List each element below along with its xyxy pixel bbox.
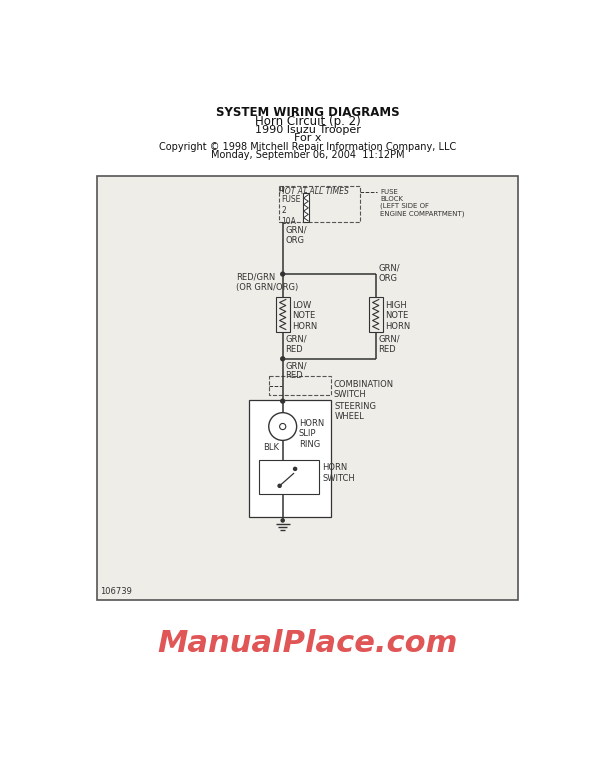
Text: SYSTEM WIRING DIAGRAMS: SYSTEM WIRING DIAGRAMS — [215, 106, 400, 120]
Circle shape — [278, 484, 281, 487]
Text: Copyright © 1998 Mitchell Repair Information Company, LLC: Copyright © 1998 Mitchell Repair Informa… — [159, 142, 456, 151]
Text: FUSE
BLOCK
(LEFT SIDE OF
ENGINE COMPARTMENT): FUSE BLOCK (LEFT SIDE OF ENGINE COMPARTM… — [380, 189, 465, 217]
Text: FUSE
2
10A: FUSE 2 10A — [281, 195, 301, 226]
Text: Monday, September 06, 2004  11:12PM: Monday, September 06, 2004 11:12PM — [211, 150, 404, 160]
Circle shape — [281, 272, 284, 276]
Text: For x: For x — [294, 133, 321, 143]
Circle shape — [281, 357, 284, 361]
Text: STEERING
WHEEL: STEERING WHEEL — [335, 402, 377, 421]
Text: GRN/
RED: GRN/ RED — [285, 361, 307, 380]
Text: GRN/
RED: GRN/ RED — [285, 334, 307, 354]
Bar — [369, 297, 383, 332]
Text: HOT AT ALL TIMES: HOT AT ALL TIMES — [279, 187, 349, 196]
Text: HORN
SLIP
RING: HORN SLIP RING — [299, 419, 324, 449]
Circle shape — [281, 399, 284, 403]
Text: HORN
SWITCH: HORN SWITCH — [322, 463, 355, 483]
Bar — [276, 297, 290, 332]
Text: GRN/
ORG: GRN/ ORG — [378, 263, 400, 282]
Bar — [303, 193, 309, 223]
Bar — [269, 376, 331, 395]
Text: LOW
NOTE
HORN: LOW NOTE HORN — [292, 301, 317, 331]
Text: BLK: BLK — [263, 442, 280, 452]
Text: ManualPlace.com: ManualPlace.com — [157, 629, 458, 658]
Bar — [97, 176, 518, 600]
Text: GRN/
RED: GRN/ RED — [378, 334, 400, 354]
Circle shape — [281, 519, 284, 522]
Circle shape — [269, 413, 296, 441]
Text: RED/GRN
(OR GRN/ORG): RED/GRN (OR GRN/ORG) — [236, 272, 298, 292]
Text: 1990 Isuzu Trooper: 1990 Isuzu Trooper — [254, 125, 361, 135]
Bar — [250, 400, 331, 517]
Text: 106739: 106739 — [100, 587, 131, 596]
Text: HIGH
NOTE
HORN: HIGH NOTE HORN — [385, 301, 410, 331]
Circle shape — [280, 424, 286, 430]
Text: COMBINATION
SWITCH: COMBINATION SWITCH — [334, 379, 394, 399]
Bar — [279, 185, 360, 223]
Bar — [259, 459, 319, 494]
Text: GRN/
ORG: GRN/ ORG — [285, 226, 307, 245]
Circle shape — [293, 467, 296, 470]
Text: Horn Circuit (p. 2): Horn Circuit (p. 2) — [254, 116, 361, 129]
